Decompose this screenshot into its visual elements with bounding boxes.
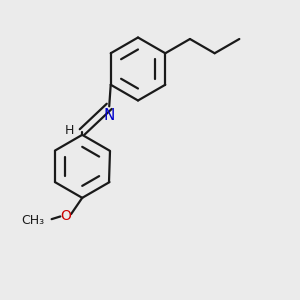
Text: H: H: [64, 124, 74, 137]
Text: N: N: [103, 108, 115, 123]
Text: CH₃: CH₃: [21, 214, 44, 226]
Text: O: O: [60, 209, 71, 224]
